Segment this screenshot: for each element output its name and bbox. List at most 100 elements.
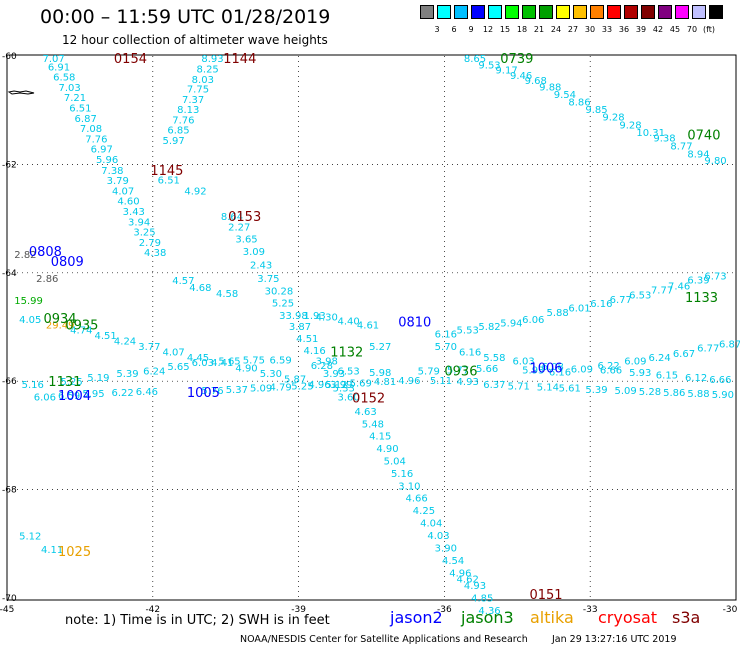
pass-time-label: 0154 [114, 52, 147, 67]
wave-height-value: 4.61 [357, 320, 379, 331]
wave-height-value: 4.41 [211, 358, 233, 369]
wave-height-value: 4.96 [398, 376, 420, 387]
wave-height-value: 5.71 [508, 382, 530, 393]
wave-height-value: 4.96 [449, 569, 471, 580]
color-scale-label: 36 [618, 25, 630, 34]
wave-height-value: 5.25 [272, 299, 294, 310]
legend-entry-s3a: s3a [672, 608, 701, 627]
axis-labels: -45 -42 -39 -36 -33 -30 -60 -62 -64 -66 -68 -70 [0, 52, 738, 615]
legend-entry-jason2: jason2 [390, 608, 443, 627]
pass-time-label: 0152 [352, 391, 385, 406]
wave-height-value: 5.69 [350, 378, 372, 389]
pass-time-label: 1145 [150, 164, 183, 179]
pass-time-label: 0808 [29, 245, 62, 260]
wave-height-value: 9.46 [510, 71, 532, 82]
wave-height-value: 5.30 [260, 369, 282, 380]
color-scale-label: 21 [533, 25, 545, 34]
wave-height-value: 7.46 [668, 281, 690, 292]
wave-height-value: 6.08 [542, 362, 564, 373]
wave-height-value: 9.85 [585, 105, 607, 116]
wave-height-value: 29.49 [46, 320, 75, 331]
coastline [7, 90, 35, 95]
color-scale-label: 70 [686, 25, 698, 34]
wave-height-value: 6.09 [571, 365, 593, 376]
color-swatch [573, 5, 587, 19]
pass-time-label: 1004 [58, 389, 91, 404]
footer-timestamp: Jan 29 13:27:16 UTC 2019 [552, 634, 677, 645]
wave-height-value: 3.25 [133, 228, 155, 239]
wave-height-value: 4.24 [114, 337, 136, 348]
wave-height-value: 3.09 [243, 247, 265, 258]
wave-height-value: 5.53 [457, 326, 479, 337]
wave-height-value: 4.93 [464, 581, 486, 592]
pass-time-label: 0739 [500, 52, 533, 67]
wave-height-value: 5.97 [163, 136, 185, 147]
wave-height-value: 8.86 [568, 98, 590, 109]
wave-height-value: 4.96 [308, 380, 330, 391]
wave-height-value: 4.36 [478, 606, 500, 617]
wave-height-value: 9.80 [704, 156, 726, 167]
wave-height-value: 4.66 [406, 494, 428, 505]
wave-height-value: 6.67 [673, 349, 695, 360]
lon-tick-label: -30 [723, 605, 738, 615]
wave-height-value: 4.07 [112, 186, 134, 197]
wave-height-value: 4.11 [41, 545, 63, 556]
wave-height-value: 3.98 [316, 357, 338, 368]
color-scale-label: 3 [434, 25, 440, 34]
wave-height-value: 4.07 [163, 347, 185, 358]
wave-height-value: 2.82 [14, 250, 36, 261]
wave-height-value: 4.60 [117, 197, 139, 208]
wave-height-value: 5.39 [116, 369, 138, 380]
color-scale-label: 15 [499, 25, 511, 34]
wave-height-value: 5.25 [291, 382, 313, 393]
pass-time-label: 1131 [48, 375, 81, 390]
wave-height-value: 5.65 [218, 357, 240, 368]
wave-height-value: 6.03 [512, 357, 534, 368]
wave-height-value: 7.21 [64, 93, 86, 104]
color-swatch [675, 5, 689, 19]
wave-height-value: 5.95 [82, 389, 104, 400]
wave-height-value: 5.75 [243, 356, 265, 367]
wave-height-value: 9.28 [619, 120, 641, 131]
wave-height-value: 4.93 [457, 377, 479, 388]
color-swatch [437, 5, 451, 19]
color-scale-label: 27 [567, 25, 579, 34]
wave-height-value: 6.24 [143, 366, 165, 377]
color-swatch [641, 5, 655, 19]
wave-height-value: 4.63 [354, 407, 376, 418]
wave-height-value: 2.43 [250, 261, 272, 272]
wave-height-value: 7.08 [80, 124, 102, 135]
color-scale-label: 33 [601, 25, 613, 34]
wave-height-values: 7.076.916.587.037.216.516.877.087.766.97… [14, 54, 740, 617]
wave-height-value: 3.87 [289, 322, 311, 333]
lon-tick-label: -36 [437, 605, 452, 615]
wave-height-value: 5.93 [522, 365, 544, 376]
pass-time-label: 1006 [529, 362, 562, 377]
color-scale-label: 9 [468, 25, 474, 34]
wave-height-value: 8.93 [201, 54, 223, 65]
wave-height-value: 7.38 [101, 166, 123, 177]
wave-height-value: 5.16 [391, 469, 413, 480]
wave-height-value: 7.76 [85, 134, 107, 145]
wave-height-value: 4.25 [413, 506, 435, 517]
legend-entry-jason3: jason3 [461, 608, 514, 627]
wave-height-value: 8.77 [670, 141, 692, 152]
wave-height-value: 4.04 [420, 519, 442, 530]
wave-height-value: 8.94 [687, 150, 709, 161]
wave-height-value: 6.16 [590, 299, 612, 310]
wave-height-value: 6.22 [111, 388, 133, 399]
wave-height-value: 4.90 [235, 364, 257, 375]
wave-height-value: 5.09 [250, 384, 272, 395]
pass-time-label: 0151 [529, 588, 562, 603]
wave-height-value: 5.11 [430, 376, 452, 387]
wave-height-value: 9.68 [525, 76, 547, 87]
pass-time-label: 0809 [51, 255, 84, 270]
wave-height-value: 6.16 [435, 330, 457, 341]
wave-height-value: 5.96 [96, 155, 118, 166]
wave-height-value: 6.28 [311, 361, 333, 372]
wave-height-value: 3.77 [138, 342, 160, 353]
lat-tick-label: -68 [2, 486, 17, 496]
wave-height-value: 5.90 [712, 390, 734, 401]
wave-height-value: 2.86 [36, 274, 58, 285]
wave-height-value: 5.82 [478, 322, 500, 333]
